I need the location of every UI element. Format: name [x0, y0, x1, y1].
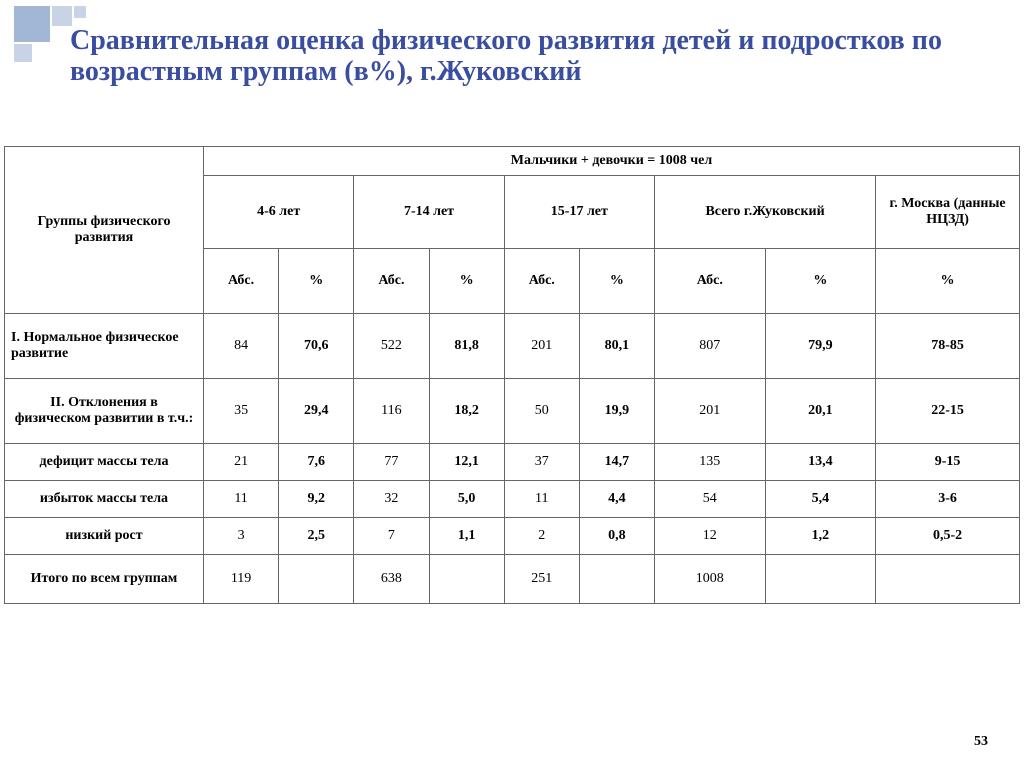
cell-pct: 19,9 [579, 379, 654, 444]
cell-pct: 20,1 [765, 379, 876, 444]
cell-abs: 1008 [655, 555, 766, 604]
col-header-groups: Группы физического развития [5, 147, 204, 314]
col-header-pct: % [279, 249, 354, 314]
cell-abs: 35 [203, 379, 278, 444]
table-row: дефицит массы тела217,67712,13714,713513… [5, 444, 1020, 481]
cell-abs: 807 [655, 314, 766, 379]
col-header-age3: 15-17 лет [504, 176, 654, 249]
decor-square [14, 44, 32, 62]
cell-abs: 638 [354, 555, 429, 604]
col-header-age1: 4-6 лет [203, 176, 353, 249]
cell-pct: 22-15 [876, 379, 1020, 444]
row-label: дефицит массы тела [5, 444, 204, 481]
cell-pct: 1,1 [429, 518, 504, 555]
cell-pct [876, 555, 1020, 604]
cell-pct: 81,8 [429, 314, 504, 379]
cell-pct: 7,6 [279, 444, 354, 481]
cell-abs: 54 [655, 481, 766, 518]
table-row: II. Отклонения в физическом развитии в т… [5, 379, 1020, 444]
cell-pct: 9,2 [279, 481, 354, 518]
cell-pct: 29,4 [279, 379, 354, 444]
col-header-topspan: Мальчики + девочки = 1008 чел [203, 147, 1019, 176]
cell-abs: 37 [504, 444, 579, 481]
row-label: низкий рост [5, 518, 204, 555]
cell-pct: 1,2 [765, 518, 876, 555]
decor-square [52, 6, 72, 26]
row-label: II. Отклонения в физическом развитии в т… [5, 379, 204, 444]
table-row: низкий рост32,571,120,8121,20,5-2 [5, 518, 1020, 555]
cell-pct [765, 555, 876, 604]
cell-abs: 522 [354, 314, 429, 379]
cell-abs: 3 [203, 518, 278, 555]
col-header-abs: Абс. [203, 249, 278, 314]
cell-pct: 5,4 [765, 481, 876, 518]
cell-abs: 32 [354, 481, 429, 518]
cell-abs: 11 [504, 481, 579, 518]
cell-pct: 14,7 [579, 444, 654, 481]
cell-pct: 13,4 [765, 444, 876, 481]
cell-abs: 21 [203, 444, 278, 481]
table-row: Итого по всем группам119 638 251 1008 [5, 555, 1020, 604]
col-header-abs: Абс. [504, 249, 579, 314]
row-label: Итого по всем группам [5, 555, 204, 604]
cell-pct: 80,1 [579, 314, 654, 379]
cell-pct: 79,9 [765, 314, 876, 379]
cell-pct: 0,8 [579, 518, 654, 555]
slide: Сравнительная оценка физического развити… [0, 0, 1024, 768]
cell-pct [579, 555, 654, 604]
cell-pct: 2,5 [279, 518, 354, 555]
cell-pct [279, 555, 354, 604]
table-row: избыток массы тела119,2325,0114,4545,43-… [5, 481, 1020, 518]
cell-pct [429, 555, 504, 604]
cell-abs: 119 [203, 555, 278, 604]
decor-square [74, 6, 86, 18]
cell-pct: 5,0 [429, 481, 504, 518]
cell-abs: 116 [354, 379, 429, 444]
cell-pct: 3-6 [876, 481, 1020, 518]
cell-pct: 18,2 [429, 379, 504, 444]
row-label: избыток массы тела [5, 481, 204, 518]
cell-pct: 78-85 [876, 314, 1020, 379]
row-label: I. Нормальное физическое развитие [5, 314, 204, 379]
cell-pct: 12,1 [429, 444, 504, 481]
cell-abs: 201 [504, 314, 579, 379]
cell-abs: 2 [504, 518, 579, 555]
cell-pct: 70,6 [279, 314, 354, 379]
table-container: Группы физического развития Мальчики + д… [4, 146, 1020, 604]
col-header-pct: % [579, 249, 654, 314]
cell-abs: 7 [354, 518, 429, 555]
cell-pct: 4,4 [579, 481, 654, 518]
page-number: 53 [974, 734, 988, 750]
cell-abs: 251 [504, 555, 579, 604]
col-header-moscow: г. Москва (данные НЦЗД) [876, 176, 1020, 249]
cell-abs: 12 [655, 518, 766, 555]
cell-abs: 77 [354, 444, 429, 481]
col-header-pct: % [429, 249, 504, 314]
slide-title: Сравнительная оценка физического развити… [70, 26, 984, 88]
decor-square [34, 28, 48, 42]
table-header: Группы физического развития Мальчики + д… [5, 147, 1020, 314]
col-header-total: Всего г.Жуковский [655, 176, 876, 249]
table-row: I. Нормальное физическое развитие8470,65… [5, 314, 1020, 379]
cell-abs: 201 [655, 379, 766, 444]
cell-pct: 0,5-2 [876, 518, 1020, 555]
col-header-pct: % [765, 249, 876, 314]
col-header-age2: 7-14 лет [354, 176, 504, 249]
cell-abs: 50 [504, 379, 579, 444]
cell-abs: 135 [655, 444, 766, 481]
data-table: Группы физического развития Мальчики + д… [4, 146, 1020, 604]
col-header-pct: % [876, 249, 1020, 314]
col-header-abs: Абс. [655, 249, 766, 314]
col-header-abs: Абс. [354, 249, 429, 314]
cell-abs: 11 [203, 481, 278, 518]
cell-pct: 9-15 [876, 444, 1020, 481]
table-body: I. Нормальное физическое развитие8470,65… [5, 314, 1020, 604]
cell-abs: 84 [203, 314, 278, 379]
